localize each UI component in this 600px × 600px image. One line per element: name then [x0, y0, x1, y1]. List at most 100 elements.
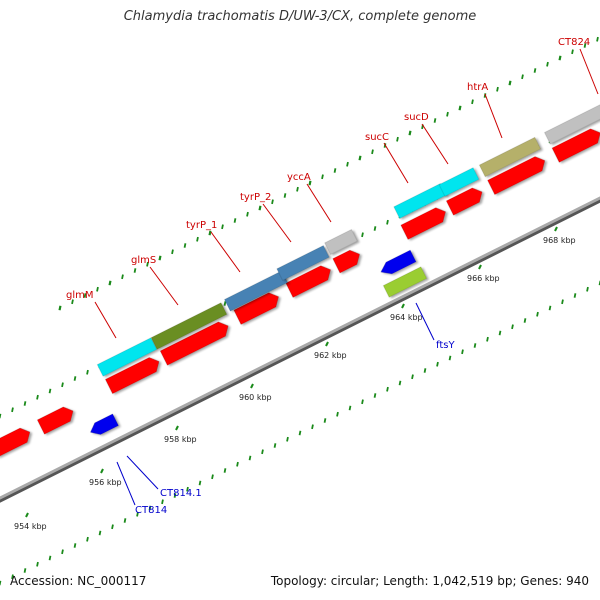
kbp-tick [554, 226, 558, 232]
top-tick [446, 111, 449, 117]
lower-tick [373, 393, 377, 398]
gene-label-CT824: CT824 [558, 37, 590, 48]
gene-label-tyrP_2: tyrP_2 [240, 192, 271, 203]
top-tick [221, 224, 224, 230]
forward-gene-CT824 [544, 103, 600, 145]
upper-tick [23, 401, 27, 406]
lower-tick [186, 486, 189, 492]
lower-tick [311, 424, 314, 430]
top-tick [358, 155, 362, 161]
top-tick [321, 174, 324, 180]
lower-tick [73, 543, 77, 548]
kbp-tick [250, 383, 254, 389]
kbp-label: 960 kbp [239, 393, 272, 402]
kbp-label: 966 kbp [467, 274, 500, 283]
lower-tick [111, 524, 114, 530]
cds-arrow [400, 207, 446, 240]
lower-tick [136, 511, 139, 517]
top-tick [283, 193, 287, 198]
gene-label-glmM: glmM [66, 290, 94, 301]
lower-tick [448, 355, 452, 361]
top-tick [458, 105, 462, 111]
gene-label-glmS: glmS [131, 255, 156, 266]
top-tick [371, 149, 374, 155]
gene-leader-line [262, 203, 292, 243]
reverse-gene-ftsY [382, 266, 428, 298]
lower-tick [573, 293, 577, 298]
lower-tick [486, 336, 489, 342]
top-tick [408, 130, 412, 136]
upper-tick [373, 226, 377, 231]
lower-tick [36, 561, 39, 567]
upper-tick [11, 407, 14, 413]
top-tick [333, 168, 337, 173]
lower-tick [511, 324, 514, 330]
lower-tick [148, 505, 152, 511]
top-tick [258, 205, 262, 211]
lower-tick [423, 368, 427, 373]
lower-tick [411, 374, 414, 380]
lower-tick [561, 299, 564, 305]
lower-tick [61, 549, 64, 555]
backbone [0, 196, 600, 500]
kbp-label: 962 kbp [314, 351, 347, 360]
cds-arrow [285, 265, 331, 298]
top-tick [233, 218, 237, 223]
lower-tick [436, 361, 439, 367]
top-tick [108, 280, 112, 286]
kbp-label: 954 kbp [14, 522, 47, 531]
upper-tick [73, 376, 77, 381]
lower-tick [286, 436, 289, 442]
gene-leader-line [484, 93, 503, 139]
gene-leader-line [421, 123, 449, 165]
lower-tick [223, 468, 227, 473]
kbp-label: 956 kbp [89, 478, 122, 487]
genome-summary-text: Topology: circular; Length: 1,042,519 bp… [270, 574, 589, 588]
lower-tick [386, 386, 389, 392]
gene-label-CT814: CT814 [135, 505, 167, 516]
cds-arrow [233, 292, 279, 325]
gene-label-ftsY: ftsY [436, 340, 455, 351]
lower-tick [236, 461, 239, 467]
cds-arrow [159, 321, 229, 366]
top-tick [58, 305, 62, 311]
reverse-gene-CT814.1-arrow [380, 249, 417, 275]
lower-tick [48, 555, 52, 561]
gene-leader-line [383, 142, 409, 184]
top-tick [546, 61, 549, 67]
lower-tick [586, 286, 589, 292]
cds-arrow [445, 187, 483, 216]
kbp-tick [25, 512, 29, 518]
lower-tick [273, 443, 277, 448]
top-tick [521, 74, 524, 80]
upper-tick [386, 219, 389, 225]
lower-tick [123, 518, 127, 523]
top-tick [533, 68, 537, 73]
lower-tick [248, 455, 252, 461]
cds-arrow [0, 427, 31, 458]
gene-leader-line [579, 48, 599, 95]
top-tick [496, 86, 499, 92]
upper-tick [361, 232, 364, 238]
kbp-tick [100, 468, 104, 474]
lower-tick [398, 380, 402, 386]
gene-label-yccA: yccA [287, 172, 311, 183]
cds-arrow [104, 357, 160, 395]
cds-arrow [487, 156, 546, 195]
reverse-gene-CT814 [90, 413, 119, 435]
gene-leader-line [116, 461, 136, 506]
forward-gene-glmM [96, 337, 158, 377]
top-tick [583, 43, 587, 48]
gene-leader-line [149, 266, 179, 306]
lower-tick [11, 574, 14, 580]
kbp-label: 958 kbp [164, 435, 197, 444]
gene-leader-line [415, 302, 435, 341]
top-tick [571, 49, 574, 55]
gene-leader-line [210, 231, 241, 273]
top-tick [271, 199, 274, 205]
cds-arrow [332, 249, 360, 274]
lower-tick [536, 311, 539, 317]
upper-tick [86, 369, 89, 375]
lower-tick [523, 318, 527, 323]
top-tick [158, 255, 162, 261]
